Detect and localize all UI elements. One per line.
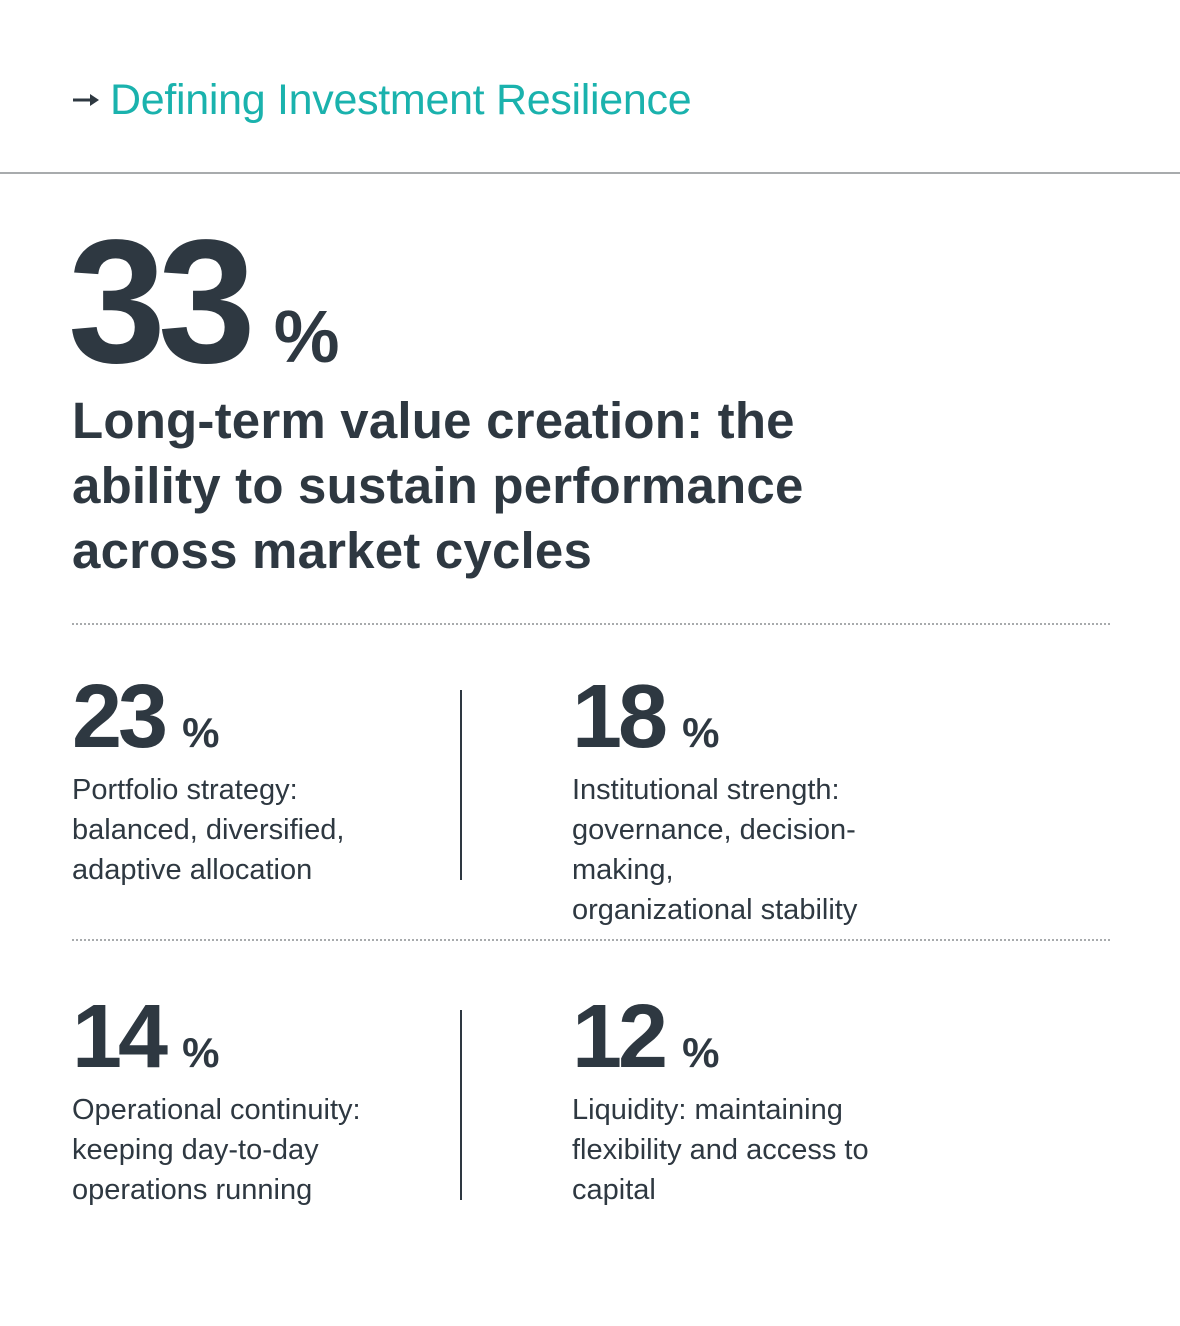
stat-value-row: 18 % xyxy=(572,672,952,762)
stat-description-line: keeping day-to-day xyxy=(72,1134,319,1166)
stat-description-line: organizational stability xyxy=(572,894,858,926)
stat-description-line: Liquidity: maintaining xyxy=(572,1094,843,1126)
stat-unit: % xyxy=(182,709,220,756)
stat-description-line: Operational continuity: xyxy=(72,1094,361,1126)
stat-institutional-strength: 18 % Institutional strength: governance,… xyxy=(572,672,952,930)
stat-description-line: flexibility and access to xyxy=(572,1134,869,1166)
stat-portfolio-strategy: 23 % Portfolio strategy: balanced, diver… xyxy=(72,672,452,890)
vertical-divider xyxy=(460,1010,462,1200)
stat-value-row: 23 % xyxy=(72,672,452,762)
stat-description: Liquidity: maintaining flexibility and a… xyxy=(572,1090,952,1210)
dotted-divider xyxy=(72,623,1110,625)
hero-stat: 33 % xyxy=(68,214,340,390)
section-title: Defining Investment Resilience xyxy=(110,75,692,124)
vertical-divider xyxy=(460,690,462,880)
stat-unit: % xyxy=(682,709,720,756)
hero-stat-unit: % xyxy=(273,295,340,378)
hero-caption-line: ability to sustain performance xyxy=(72,457,804,514)
section-header: Defining Investment Resilience xyxy=(72,70,692,130)
stat-value-row: 14 % xyxy=(72,992,452,1082)
stat-unit: % xyxy=(182,1029,220,1076)
hero-stat-caption: Long-term value creation: the ability to… xyxy=(72,388,972,583)
hero-caption-line: across market cycles xyxy=(72,522,593,579)
hero-stat-value: 33 xyxy=(68,204,256,400)
stat-value: 14 xyxy=(72,987,168,1087)
stat-description-line: operations running xyxy=(72,1174,313,1206)
header-divider xyxy=(0,172,1180,174)
stat-description: Portfolio strategy: balanced, diversifie… xyxy=(72,770,452,890)
stat-description-line: Institutional strength: xyxy=(572,774,840,806)
stat-value: 12 xyxy=(572,987,668,1087)
stat-unit: % xyxy=(682,1029,720,1076)
stat-description-line: adaptive allocation xyxy=(72,854,313,886)
stat-description: Operational continuity: keeping day-to-d… xyxy=(72,1090,452,1210)
stat-liquidity: 12 % Liquidity: maintaining flexibility … xyxy=(572,992,952,1210)
stat-description-line: balanced, diversified, xyxy=(72,814,345,846)
hero-caption-line: Long-term value creation: the xyxy=(72,392,795,449)
stat-description-line: capital xyxy=(572,1174,656,1206)
stat-description-line: governance, decision-making, xyxy=(572,814,856,886)
stat-description: Institutional strength: governance, deci… xyxy=(572,770,952,930)
stat-description-line: Portfolio strategy: xyxy=(72,774,298,806)
stat-value-row: 12 % xyxy=(572,992,952,1082)
arrow-right-icon xyxy=(73,94,99,106)
stat-operational-continuity: 14 % Operational continuity: keeping day… xyxy=(72,992,452,1210)
dotted-divider xyxy=(72,939,1110,941)
stat-value: 23 xyxy=(72,667,168,767)
stat-value: 18 xyxy=(572,667,668,767)
